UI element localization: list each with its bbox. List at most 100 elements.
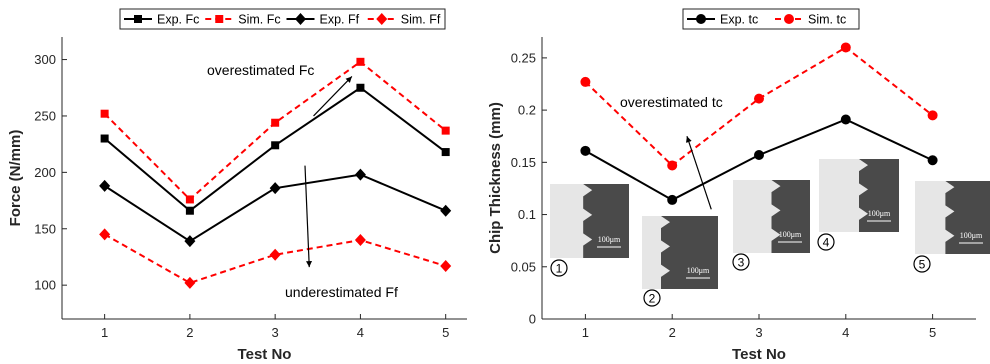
x-tick-label: 5: [442, 325, 449, 340]
data-point: [271, 141, 280, 150]
micrograph-inset-4: 100μm 4: [817, 159, 899, 251]
micrograph-inset-3: 100μm 3: [732, 180, 810, 271]
legend-marker: [295, 13, 306, 25]
annotation-arrow: [313, 76, 353, 117]
inset-number: 3: [738, 256, 745, 270]
data-point: [754, 150, 764, 161]
legend-item: Exp. tc: [687, 13, 758, 27]
scale-bar-label: 100μm: [687, 266, 710, 275]
data-point: [354, 168, 366, 181]
micrograph-inset-5: 100μm 5: [913, 181, 990, 273]
y-axis-label: Force (N/mm): [7, 130, 24, 227]
x-tick-label: 4: [842, 325, 849, 340]
micrograph-insets: 100μm 1 100μm 2 100μm 3 100μm 4 100μm 5: [550, 159, 990, 307]
data-point: [354, 234, 366, 247]
legend-item: Sim. Ff: [367, 13, 441, 27]
data-point: [184, 276, 196, 289]
y-axis-label: Chip Thickness (mm): [487, 102, 504, 254]
data-point: [99, 179, 111, 192]
x-tick-label: 1: [582, 325, 589, 340]
data-point: [100, 109, 109, 118]
annotation-arrow: [686, 136, 712, 210]
y-tick-label: 300: [34, 52, 56, 67]
inset-number-circle: [913, 255, 931, 273]
micrograph-tool-region: [550, 184, 593, 258]
data-point: [269, 248, 281, 261]
legend-label: Sim. tc: [808, 13, 846, 27]
x-tick-label: 4: [357, 325, 364, 340]
series-exp-tc: [580, 114, 938, 205]
micrograph-tool-region: [915, 181, 955, 254]
legend-label: Exp. Fc: [157, 13, 199, 27]
data-point: [356, 57, 365, 66]
data-point: [667, 160, 678, 171]
data-point: [185, 206, 194, 215]
legend-item: Sim. tc: [775, 13, 846, 27]
micrograph-tool-region: [733, 180, 781, 253]
y-tick-label: 150: [34, 221, 56, 236]
legend-label: Sim. Ff: [401, 13, 441, 27]
inset-number: 2: [649, 292, 656, 306]
y-tick-label: 200: [34, 165, 56, 180]
data-point: [441, 148, 450, 157]
data-point: [271, 118, 280, 127]
legend-box: [682, 8, 860, 30]
scale-bar-label: 100μm: [598, 235, 621, 244]
series-line: [104, 233, 446, 284]
micrograph-tool-region: [642, 216, 670, 289]
data-point: [580, 145, 591, 156]
force-chart: 1 2 3 4 5 100 150 200 250 300 Test No Force (N/mm) o…: [7, 8, 467, 363]
data-point: [99, 228, 111, 241]
legend-label: Sim. Fc: [238, 13, 280, 27]
data-point: [185, 195, 194, 204]
inset-number-circle: [643, 289, 661, 307]
data-point: [440, 259, 452, 272]
data-point: [356, 83, 365, 92]
legend-item: Sim. Fc: [205, 13, 281, 27]
y-tick-label: 0.1: [518, 207, 536, 222]
x-axis-label: Test No: [238, 346, 292, 363]
series-line: [103, 60, 447, 201]
series-sim-tc: [580, 42, 938, 171]
legend: Exp. Fc Sim. Fc Exp. Ff Sim. Ff: [119, 8, 446, 30]
inset-number: 1: [556, 262, 563, 276]
legend-marker: [696, 14, 706, 24]
y-tick-label: 250: [34, 108, 56, 123]
legend-marker: [134, 15, 142, 23]
y-tick-label: 0.15: [511, 155, 536, 170]
x-axis-label: Test No: [732, 346, 786, 363]
inset-number-circle: [732, 253, 750, 271]
data-point: [440, 204, 452, 217]
scale-bar-label: 100μm: [960, 231, 983, 240]
micrograph-tool-region: [819, 159, 868, 232]
x-tick-label: 3: [272, 325, 279, 340]
series-sim-fc: [100, 57, 450, 204]
legend-box: [119, 8, 446, 30]
annotation-text: overestimated tc: [620, 94, 723, 110]
data-point: [927, 155, 938, 166]
data-point: [441, 126, 450, 135]
x-tick-label: 3: [755, 325, 762, 340]
y-tick-label: 0.2: [518, 103, 536, 118]
data-point: [580, 76, 591, 87]
inset-number-circle: [550, 259, 568, 277]
scale-bar-label: 100μm: [779, 230, 802, 239]
series-exp-ff: [99, 168, 452, 248]
chip-thickness-chart: 1 2 3 4 5 0 0.05 0.1 0.15 0.2 0.25 Test No Chip Thic…: [487, 8, 976, 363]
annotation-arrow: [304, 165, 313, 268]
data-point: [184, 235, 196, 248]
legend-item: Exp. Ff: [286, 13, 360, 27]
series-sim-ff: [99, 228, 452, 289]
legend: Exp. tc Sim. tc: [682, 8, 860, 30]
x-tick-label: 5: [929, 325, 936, 340]
series-exp-fc: [100, 83, 450, 215]
data-point: [100, 134, 109, 143]
inset-number: 5: [919, 258, 926, 272]
annotation-text: overestimated Fc: [207, 62, 314, 78]
annotation-text: underestimated Ff: [285, 284, 398, 300]
data-point: [840, 42, 851, 53]
y-tick-label: 0.25: [511, 50, 536, 65]
x-tick-label: 1: [101, 325, 108, 340]
data-point: [840, 114, 851, 125]
x-tick-label: 2: [669, 325, 676, 340]
